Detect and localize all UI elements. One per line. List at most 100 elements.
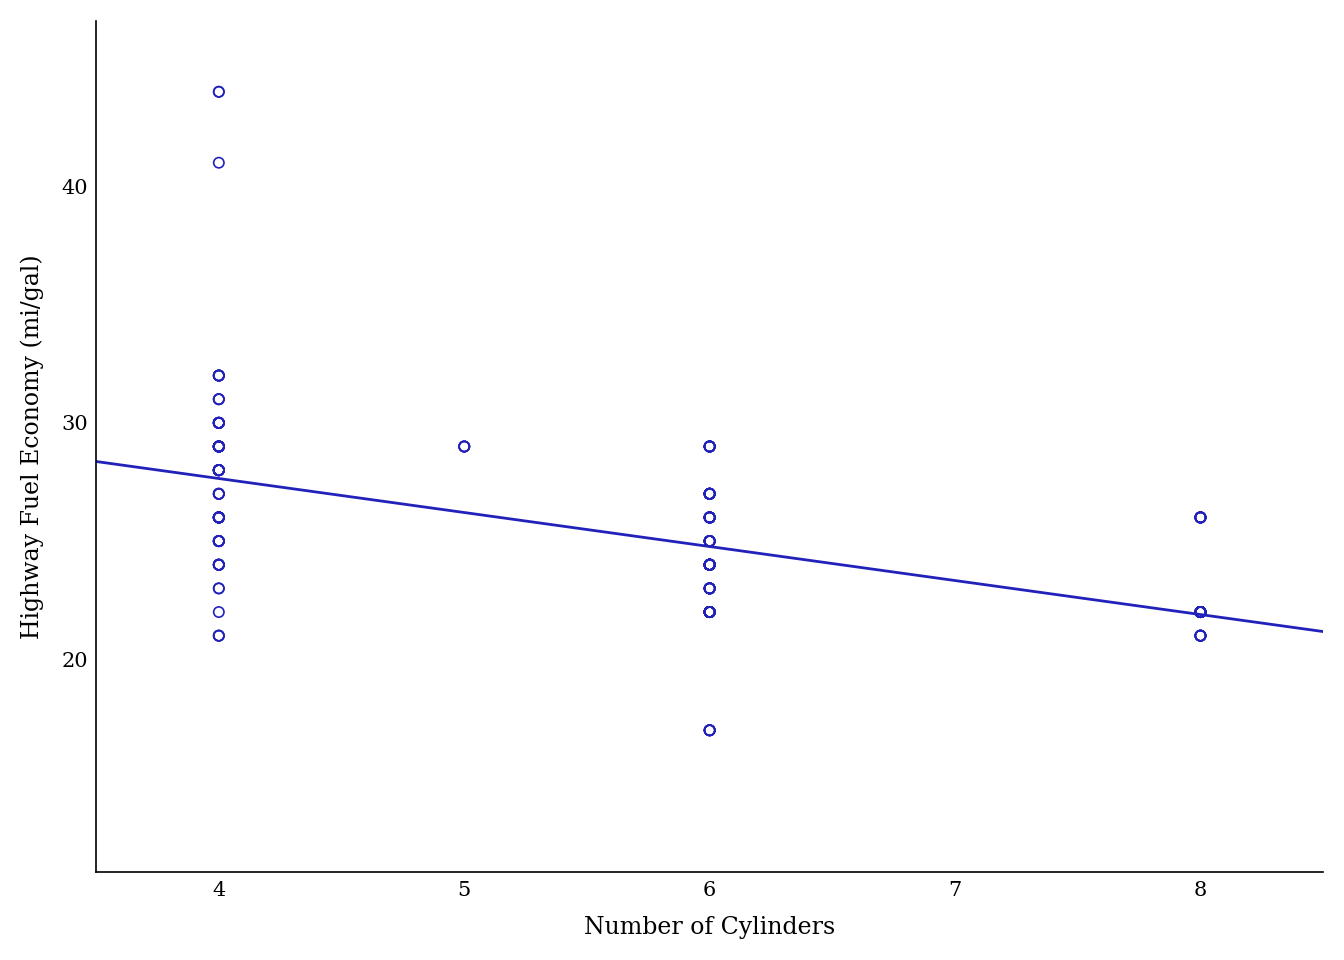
Point [1189, 605, 1211, 620]
Point [1189, 605, 1211, 620]
Point [1189, 628, 1211, 643]
Point [208, 534, 230, 549]
Point [1189, 605, 1211, 620]
Point [453, 439, 474, 454]
Point [208, 439, 230, 454]
Point [699, 510, 720, 525]
Point [699, 605, 720, 620]
Point [208, 486, 230, 501]
Point [1189, 605, 1211, 620]
Point [699, 486, 720, 501]
Point [699, 605, 720, 620]
Point [699, 534, 720, 549]
Point [208, 439, 230, 454]
Point [699, 486, 720, 501]
Point [699, 605, 720, 620]
Point [208, 415, 230, 430]
Point [699, 581, 720, 596]
Point [1189, 605, 1211, 620]
Point [699, 605, 720, 620]
Point [208, 486, 230, 501]
Point [208, 557, 230, 572]
Point [208, 439, 230, 454]
Point [208, 415, 230, 430]
Point [1189, 605, 1211, 620]
Point [699, 605, 720, 620]
Point [699, 557, 720, 572]
Point [1189, 628, 1211, 643]
Point [208, 439, 230, 454]
Point [699, 557, 720, 572]
Point [699, 557, 720, 572]
Point [699, 439, 720, 454]
Point [699, 534, 720, 549]
Point [699, 510, 720, 525]
Point [699, 557, 720, 572]
Point [699, 605, 720, 620]
Point [699, 486, 720, 501]
Point [699, 486, 720, 501]
Point [699, 486, 720, 501]
Point [1189, 605, 1211, 620]
Point [699, 605, 720, 620]
Point [208, 439, 230, 454]
Point [699, 605, 720, 620]
Point [1189, 605, 1211, 620]
Point [1189, 605, 1211, 620]
Point [699, 439, 720, 454]
Point [1189, 605, 1211, 620]
Point [208, 463, 230, 478]
Point [208, 463, 230, 478]
Point [699, 605, 720, 620]
Point [699, 534, 720, 549]
Point [699, 439, 720, 454]
Point [1189, 605, 1211, 620]
Point [699, 605, 720, 620]
Point [1189, 605, 1211, 620]
Point [699, 557, 720, 572]
Point [208, 439, 230, 454]
Point [1189, 605, 1211, 620]
Point [699, 557, 720, 572]
Point [699, 605, 720, 620]
Point [699, 557, 720, 572]
Point [208, 534, 230, 549]
Point [208, 392, 230, 407]
Point [1189, 605, 1211, 620]
Point [208, 628, 230, 643]
Point [208, 392, 230, 407]
Point [208, 463, 230, 478]
Point [699, 534, 720, 549]
Point [208, 463, 230, 478]
Point [1189, 628, 1211, 643]
Point [208, 605, 230, 620]
Point [1189, 605, 1211, 620]
Point [699, 581, 720, 596]
Point [699, 557, 720, 572]
Point [699, 439, 720, 454]
Point [208, 415, 230, 430]
Point [1189, 605, 1211, 620]
Point [699, 605, 720, 620]
Point [699, 557, 720, 572]
Point [699, 557, 720, 572]
Point [208, 439, 230, 454]
Point [1189, 605, 1211, 620]
Point [699, 605, 720, 620]
Point [1189, 510, 1211, 525]
Point [208, 415, 230, 430]
Point [208, 463, 230, 478]
Point [699, 439, 720, 454]
Point [699, 605, 720, 620]
Point [208, 439, 230, 454]
Point [1189, 605, 1211, 620]
Point [208, 628, 230, 643]
Point [208, 368, 230, 383]
Point [208, 510, 230, 525]
Point [208, 557, 230, 572]
Point [699, 605, 720, 620]
Point [1189, 605, 1211, 620]
Point [699, 605, 720, 620]
Point [699, 557, 720, 572]
Point [1189, 605, 1211, 620]
